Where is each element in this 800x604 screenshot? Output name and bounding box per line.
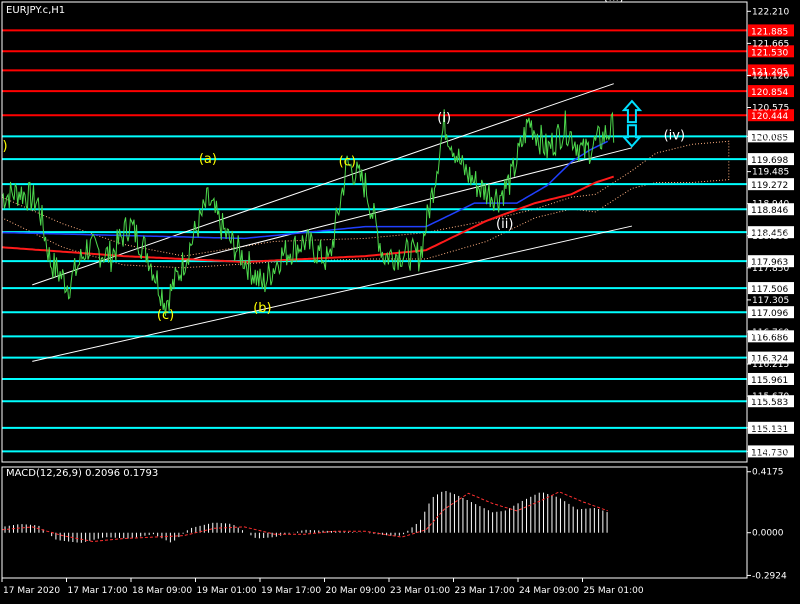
red-level-tag xyxy=(748,85,794,98)
price-series xyxy=(1,109,615,316)
cyan-level-tag xyxy=(748,351,794,364)
price-tick-label: 118.940 xyxy=(752,200,789,210)
cyan-level-label: 115.583 xyxy=(751,398,788,408)
arrow-up-icon xyxy=(621,99,643,124)
cyan-level-tag xyxy=(748,203,794,216)
symbol-title: EURJPY.c,H1 xyxy=(6,5,65,16)
price-tick-label: 120.085 xyxy=(752,132,789,142)
time-tick-label: 24 Mar 09:00 xyxy=(519,586,579,596)
cyan-level-label: 116.324 xyxy=(751,355,788,365)
price-tick-label: 120.575 xyxy=(752,103,789,113)
price-tick-label: 117.305 xyxy=(752,296,789,306)
time-tick-label: 20 Mar 09:00 xyxy=(326,586,386,596)
red-level-label: 120.854 xyxy=(751,88,788,98)
price-tick-label: 116.760 xyxy=(752,328,789,338)
cyan-level-tag xyxy=(748,255,794,268)
moving-averages xyxy=(1,140,615,263)
macd-panel-frame xyxy=(1,466,748,579)
red-level-tag xyxy=(748,45,794,58)
price-tick-label: 114.730 xyxy=(752,447,789,457)
macd-tick-label: -0.2924 xyxy=(752,571,787,581)
cyan-level-label: 116.686 xyxy=(751,333,788,343)
price-tick-label: 116.215 xyxy=(752,360,789,370)
time-tick-label: 23 Mar 01:00 xyxy=(390,586,450,596)
wave-label: (ii) xyxy=(496,217,513,232)
main-panel-frame xyxy=(1,1,748,463)
cyan-level-label: 115.131 xyxy=(751,425,788,435)
cyan-level-label: 117.506 xyxy=(751,285,788,295)
macd-tick-label: 0.4175 xyxy=(752,468,784,478)
red-level-label: 120.444 xyxy=(751,112,788,122)
price-tick-label: 121.120 xyxy=(752,71,789,81)
price-tick-label: 118.395 xyxy=(752,232,789,242)
wave-label: (c) xyxy=(157,308,174,323)
wave-label: (b) xyxy=(253,301,271,316)
wave-label: (iv) xyxy=(664,129,685,144)
red-level-label: 121.530 xyxy=(751,48,788,58)
macd-panel xyxy=(1,491,608,543)
channel-line xyxy=(32,225,633,362)
channel-line xyxy=(183,147,633,262)
cyan-level-tag xyxy=(748,130,794,143)
wave-label: ) xyxy=(2,139,7,154)
cyan-level-label: 118.456 xyxy=(751,229,788,239)
price-tick-label: 122.210 xyxy=(752,7,789,17)
channel-line xyxy=(32,83,614,286)
cyan-level-label: 118.846 xyxy=(751,206,788,216)
ma-blue-line xyxy=(1,140,609,240)
cyan-level-label: 117.096 xyxy=(751,309,788,319)
price-tick-label: 115.131 xyxy=(752,424,789,434)
cyan-level-label: 120.085 xyxy=(751,133,788,143)
price-tick-label: 119.485 xyxy=(752,168,789,178)
cyan-level-tag xyxy=(748,226,794,239)
ma-red-line xyxy=(1,175,615,263)
time-tick-label: 17 Mar 2020 xyxy=(3,586,60,596)
cyan-level-tag xyxy=(748,445,794,458)
macd-tick-label: 0.0000 xyxy=(752,529,784,539)
axes: 122.210 121.665 121.120 120.575 120.085 119.4… xyxy=(1,1,789,596)
arrows xyxy=(621,99,643,148)
cyan-level-tag xyxy=(748,282,794,295)
wave-label: (c) xyxy=(339,154,356,169)
cyan-level-tag xyxy=(748,330,794,343)
cyan-level-label: 114.730 xyxy=(751,448,788,458)
cyan-level-tag xyxy=(748,153,794,166)
red-level-tag xyxy=(748,24,794,37)
red-level-tag xyxy=(748,109,794,122)
time-tick-label: 17 Mar 17:00 xyxy=(68,586,128,596)
horizontal-levels: 121.885 121.530 121.205 120.854 120.444 120.0… xyxy=(2,24,794,458)
time-tick-label: 19 Mar 17:00 xyxy=(261,586,321,596)
red-level-label: 121.205 xyxy=(751,67,788,77)
cyan-level-label: 119.272 xyxy=(751,181,788,191)
trend-channels xyxy=(32,83,633,362)
arrow-down-icon xyxy=(621,124,643,148)
price-line xyxy=(1,109,615,316)
time-tick-label: 23 Mar 17:00 xyxy=(455,586,515,596)
time-tick-label: 25 Mar 01:00 xyxy=(584,586,644,596)
red-level-label: 121.885 xyxy=(751,27,788,37)
cyan-level-tag xyxy=(748,421,794,434)
cyan-level-tag xyxy=(748,395,794,408)
cyan-level-tag xyxy=(748,372,794,385)
cyan-level-label: 117.963 xyxy=(751,258,788,268)
wave-label: (i) xyxy=(437,111,451,126)
price-tick-label: 115.670 xyxy=(752,392,789,402)
time-tick-label: 19 Mar 01:00 xyxy=(197,586,257,596)
red-level-tag xyxy=(748,64,794,77)
cyan-level-label: 119.698 xyxy=(751,156,788,166)
price-tick-label: 121.665 xyxy=(752,39,789,49)
macd-title: MACD(12,26,9) 0.2096 0.1793 xyxy=(6,468,158,479)
cyan-level-tag xyxy=(748,306,794,319)
time-tick-label: 18 Mar 09:00 xyxy=(132,586,192,596)
cyan-level-label: 115.961 xyxy=(751,376,788,386)
cyan-level-tag xyxy=(748,178,794,191)
wave-label: (a) xyxy=(199,152,217,167)
macd-signal-line xyxy=(1,491,608,543)
price-tick-label: 117.850 xyxy=(752,264,789,274)
